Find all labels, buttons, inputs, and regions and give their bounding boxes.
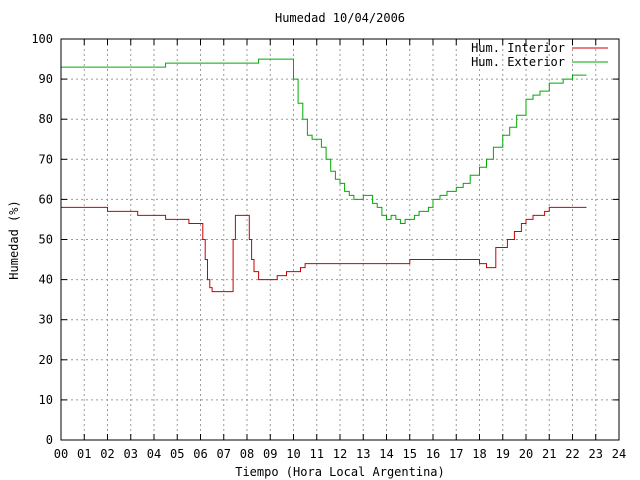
x-tick-label: 23 bbox=[589, 447, 603, 461]
x-tick-label: 09 bbox=[263, 447, 277, 461]
x-tick-label: 07 bbox=[217, 447, 231, 461]
x-tick-label: 03 bbox=[124, 447, 138, 461]
series-line-hum-interior bbox=[61, 206, 587, 293]
x-tick-label: 11 bbox=[310, 447, 324, 461]
x-tick-label: 16 bbox=[426, 447, 440, 461]
x-tick-labels: 00 01 02 03 04 05 06 07 08 09 10 11 12 13 14 15 16 17 18 19… bbox=[54, 447, 626, 461]
y-tick-label: 70 bbox=[39, 152, 53, 166]
y-tick-label: 90 bbox=[39, 72, 53, 86]
legend-label-interior: Hum. Interior bbox=[471, 41, 565, 55]
x-tick-label: 21 bbox=[542, 447, 556, 461]
x-tick-label: 08 bbox=[240, 447, 254, 461]
legend-item-interior: Hum. Interior bbox=[471, 41, 608, 55]
y-tick-label: 100 bbox=[31, 32, 53, 46]
x-tick-label: 19 bbox=[496, 447, 510, 461]
x-tick-label: 22 bbox=[565, 447, 579, 461]
y-tick-labels: 0 10 20 30 40 50 60 70 80 90 100 bbox=[31, 32, 53, 447]
data-series bbox=[61, 58, 587, 293]
y-tick-label: 10 bbox=[39, 393, 53, 407]
legend-label-exterior: Hum. Exterior bbox=[471, 55, 565, 69]
x-tick-label: 20 bbox=[519, 447, 533, 461]
legend-item-exterior: Hum. Exterior bbox=[471, 55, 608, 69]
tick-marks bbox=[60, 38, 620, 441]
x-tick-label: 01 bbox=[77, 447, 91, 461]
y-tick-label: 20 bbox=[39, 353, 53, 367]
y-tick-label: 50 bbox=[39, 233, 53, 247]
y-tick-label: 0 bbox=[46, 433, 53, 447]
legend: Hum. Interior Hum. Exterior bbox=[471, 41, 608, 69]
x-tick-label: 12 bbox=[333, 447, 347, 461]
x-tick-label: 05 bbox=[170, 447, 184, 461]
y-tick-label: 60 bbox=[39, 192, 53, 206]
x-tick-label: 10 bbox=[286, 447, 300, 461]
y-tick-label: 40 bbox=[39, 273, 53, 287]
series-line-hum-exterior bbox=[61, 58, 587, 224]
x-tick-label: 15 bbox=[403, 447, 417, 461]
x-tick-label: 00 bbox=[54, 447, 68, 461]
x-axis-label: Tiempo (Hora Local Argentina) bbox=[235, 465, 445, 479]
y-tick-label: 80 bbox=[39, 112, 53, 126]
x-tick-label: 18 bbox=[472, 447, 486, 461]
y-tick-label: 30 bbox=[39, 313, 53, 327]
x-tick-label: 04 bbox=[147, 447, 161, 461]
x-tick-label: 13 bbox=[356, 447, 370, 461]
x-tick-label: 14 bbox=[379, 447, 393, 461]
x-tick-label: 02 bbox=[100, 447, 114, 461]
x-tick-label: 06 bbox=[193, 447, 207, 461]
y-axis-label: Humedad (%) bbox=[7, 200, 21, 279]
chart-title: Humedad 10/04/2006 bbox=[275, 11, 405, 25]
x-tick-label: 17 bbox=[449, 447, 463, 461]
x-tick-label: 24 bbox=[612, 447, 626, 461]
grid-lines bbox=[61, 39, 619, 440]
